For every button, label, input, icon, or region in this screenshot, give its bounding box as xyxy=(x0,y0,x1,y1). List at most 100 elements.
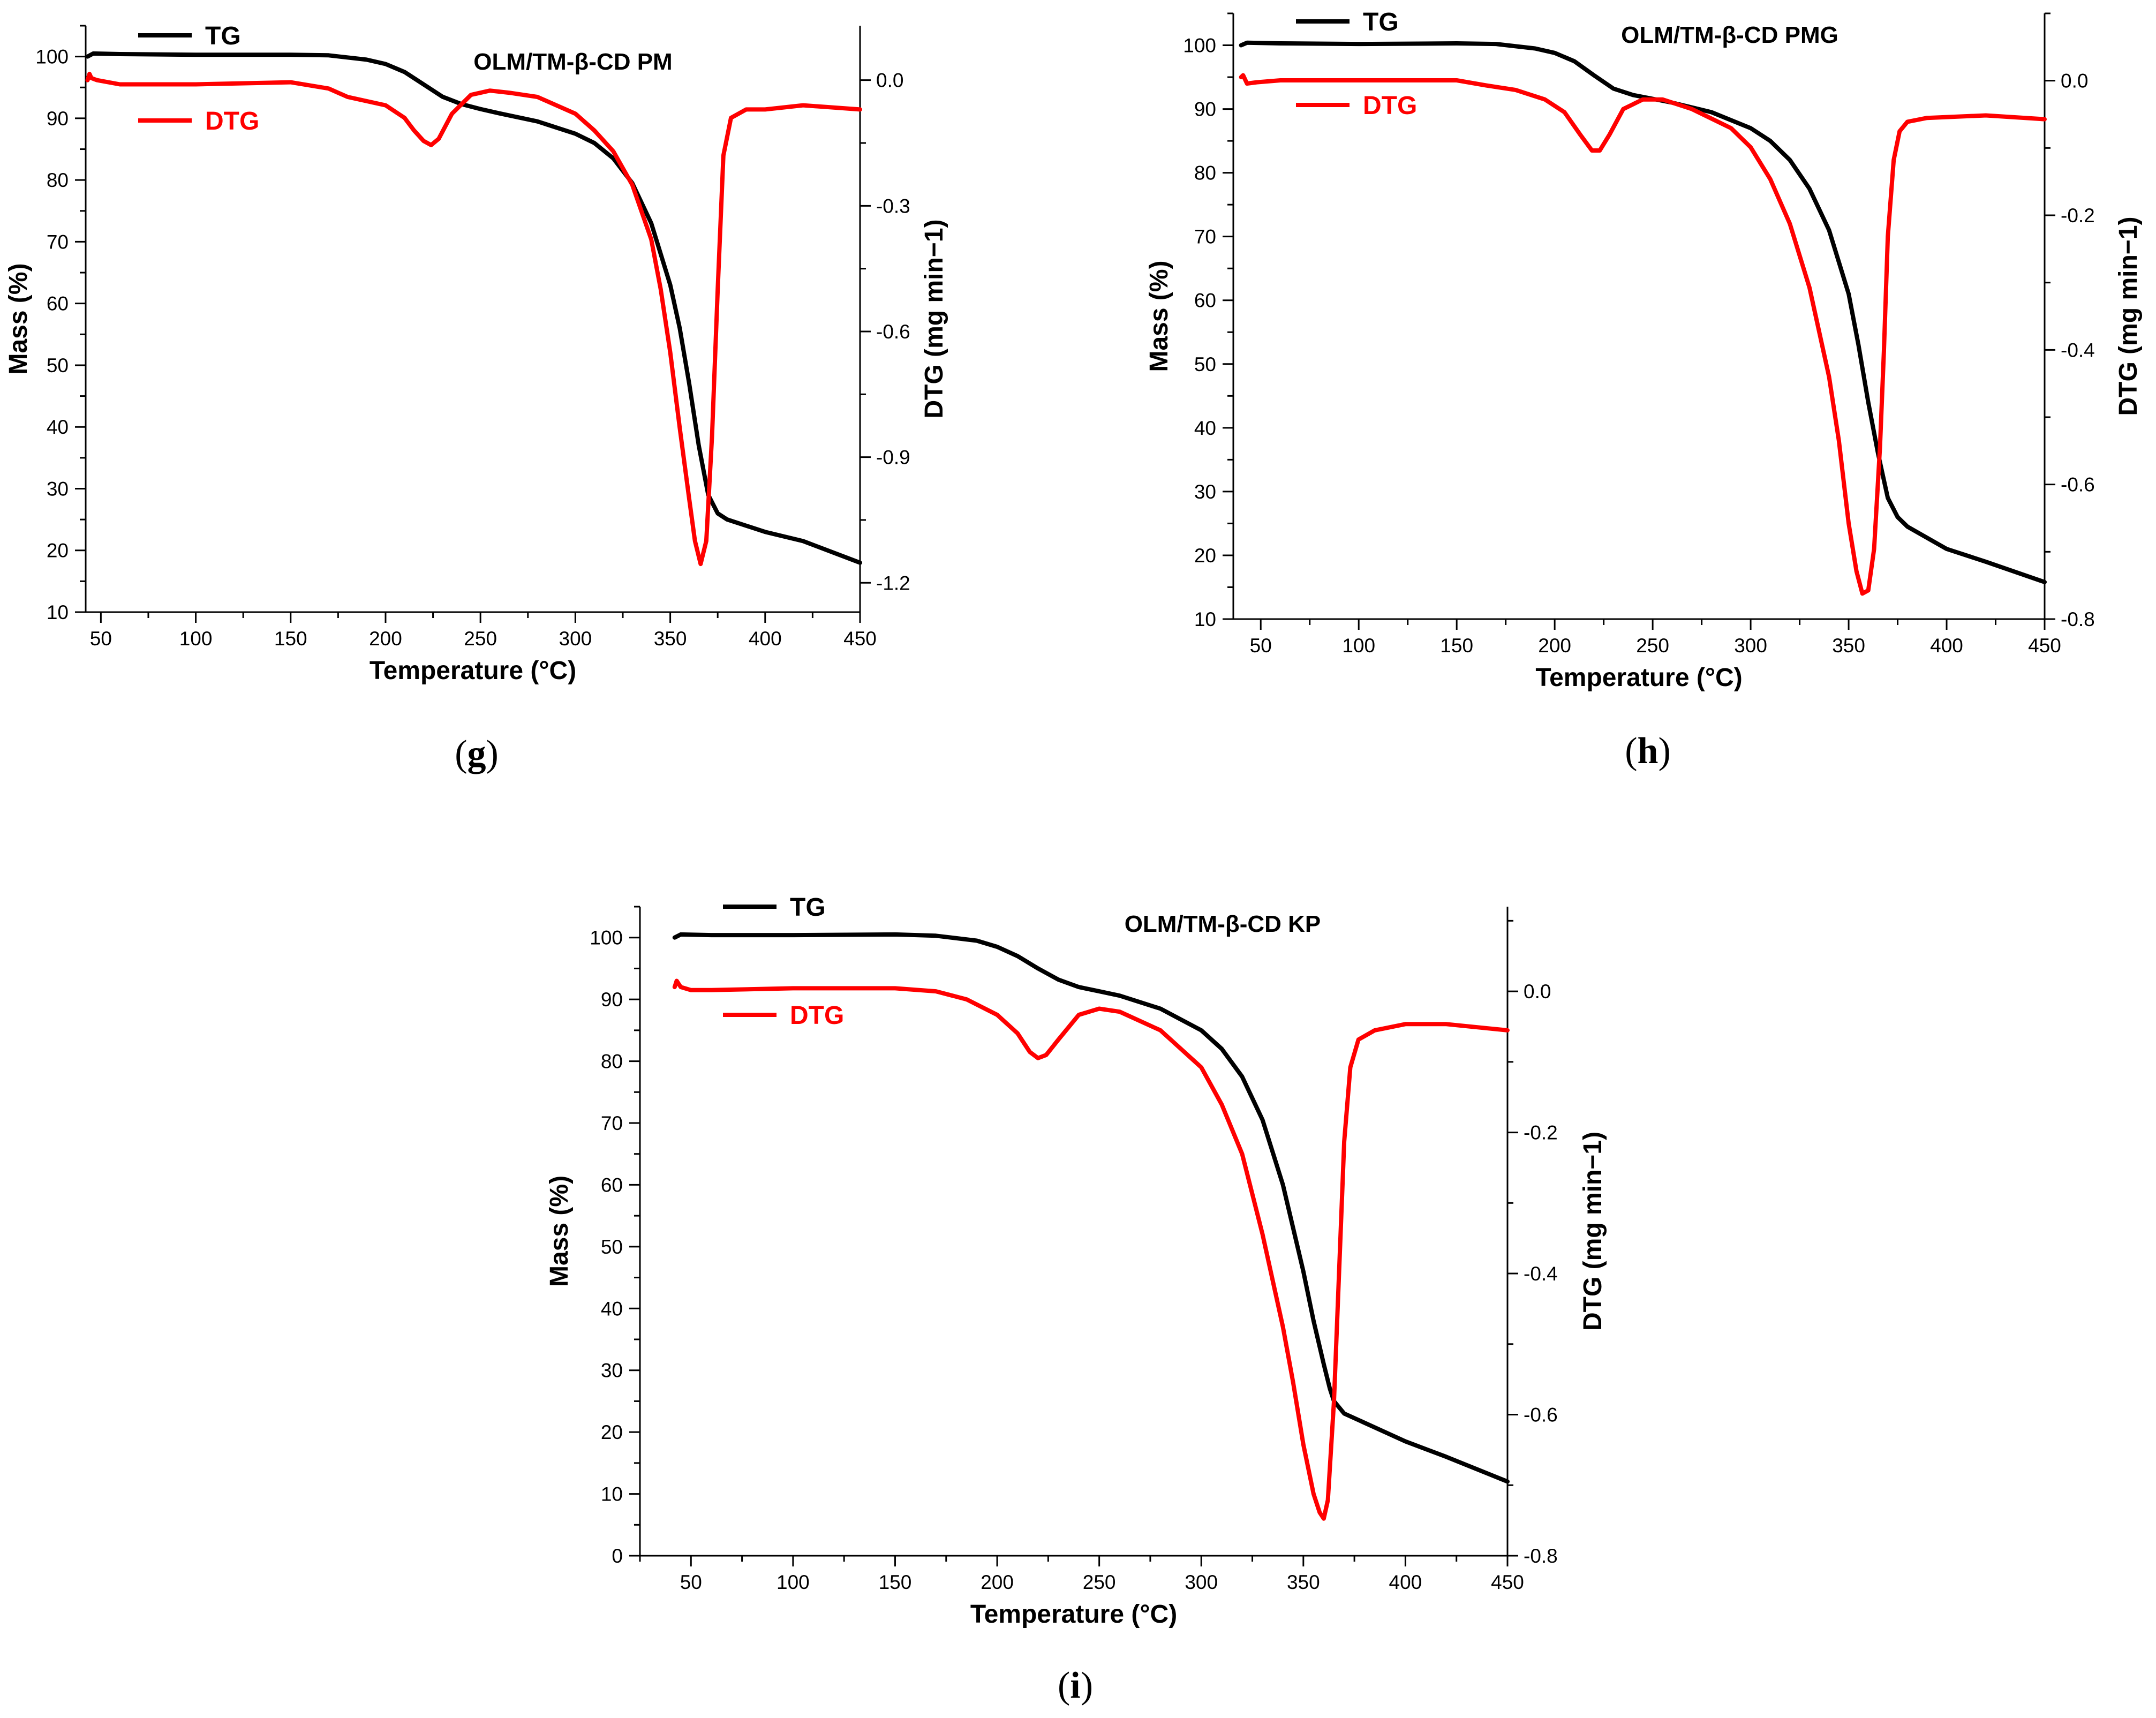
x-axis-title: Temperature (°C) xyxy=(370,657,576,685)
series-line-tg xyxy=(1239,40,2047,584)
panel-letter: (i) xyxy=(1058,1665,1093,1706)
y-left-tick-label: 100 xyxy=(590,927,623,949)
y-right-tick-label: -0.2 xyxy=(1524,1122,1558,1144)
panel-letter: (g) xyxy=(455,733,499,774)
y-left-tick-label: 20 xyxy=(47,540,69,562)
y-left-tick-label: 60 xyxy=(601,1174,623,1196)
y-left-tick-label: 50 xyxy=(1194,353,1216,375)
y-right-tick-label: 0.0 xyxy=(1524,981,1551,1003)
legend-label-dtg: DTG xyxy=(1363,92,1417,120)
y-left-tick-label: 90 xyxy=(1194,99,1216,120)
x-tick-label: 350 xyxy=(1287,1571,1320,1593)
y-left-tick-label: 50 xyxy=(47,355,69,376)
chart-title: OLM/TM-β-CD KP xyxy=(1125,911,1321,937)
y-right-tick-label: -0.4 xyxy=(1524,1263,1558,1285)
legend-label-tg: TG xyxy=(205,22,241,50)
y-left-tick-label: 40 xyxy=(1194,417,1216,439)
x-tick-label: 250 xyxy=(1083,1571,1116,1593)
y-left-tick-label: 70 xyxy=(1194,226,1216,248)
y-left-tick-label: 20 xyxy=(601,1421,623,1443)
y-right-tick-label: -0.9 xyxy=(876,447,910,469)
y-left-tick-label: 40 xyxy=(47,416,69,438)
y-left-tick-label: 50 xyxy=(601,1236,623,1258)
panel-i: 50 100 150 200 250 300 350 400 450 0 10 20 30 40 50 60 7… xyxy=(545,893,1607,1706)
x-axis-title: Temperature (°C) xyxy=(970,1600,1177,1629)
y-left-tick-label: 90 xyxy=(47,108,69,130)
x-tick-label: 50 xyxy=(1250,635,1272,657)
y-left-tick-label: 10 xyxy=(47,601,69,623)
x-tick-label: 400 xyxy=(1389,1571,1422,1593)
chart-title: OLM/TM-β-CD PM xyxy=(473,49,672,75)
x-tick-label: 350 xyxy=(1832,635,1865,657)
x-tick-label: 200 xyxy=(981,1571,1014,1593)
legend-label-tg: TG xyxy=(790,893,826,922)
series-line-dtg xyxy=(672,978,1510,1521)
panel-letter: (h) xyxy=(1625,730,1671,772)
x-tick-label: 350 xyxy=(654,628,687,650)
x-tick-label: 100 xyxy=(1342,635,1375,657)
y-left-tick-label: 70 xyxy=(47,231,69,253)
x-tick-label: 150 xyxy=(274,628,307,650)
x-tick-label: 450 xyxy=(2028,635,2061,657)
panel-g: 50 100 150 200 250 300 350 400 450 10 20 30 40 50 60 70… xyxy=(4,22,948,774)
x-tick-label: 250 xyxy=(464,628,497,650)
y-right-axis-title: DTG (mg min−1) xyxy=(920,219,948,418)
x-tick-label: 50 xyxy=(680,1571,702,1593)
y-right-tick-label: -0.6 xyxy=(2061,474,2095,496)
x-tick-label: 300 xyxy=(1185,1571,1218,1593)
x-tick-label: 50 xyxy=(90,628,112,650)
x-tick-label: 200 xyxy=(369,628,402,650)
y-left-tick-label: 100 xyxy=(35,46,69,68)
legend-label-tg: TG xyxy=(1363,8,1399,36)
y-left-tick-label: 90 xyxy=(601,989,623,1011)
y-right-tick-label: -0.3 xyxy=(876,195,910,217)
x-tick-label: 250 xyxy=(1636,635,1669,657)
x-tick-label: 150 xyxy=(1440,635,1473,657)
y-left-tick-label: 100 xyxy=(1183,35,1216,57)
y-right-tick-label: -0.6 xyxy=(876,321,910,343)
y-left-axis-title: Mass (%) xyxy=(545,1176,574,1287)
chart-title: OLM/TM-β-CD PMG xyxy=(1621,22,1838,48)
x-tick-label: 300 xyxy=(559,628,592,650)
x-tick-label: 400 xyxy=(1930,635,1963,657)
y-right-tick-label: 0.0 xyxy=(2061,70,2088,92)
x-tick-label: 150 xyxy=(879,1571,912,1593)
x-tick-label: 400 xyxy=(749,628,782,650)
series-line-dtg xyxy=(85,71,862,567)
x-tick-label: 100 xyxy=(179,628,213,650)
x-tick-label: 450 xyxy=(1491,1571,1524,1593)
x-axis-title: Temperature (°C) xyxy=(1535,664,1742,692)
y-left-tick-label: 60 xyxy=(47,293,69,315)
series-line-dtg xyxy=(1239,73,2047,596)
y-left-axis-title: Mass (%) xyxy=(1145,260,1173,372)
y-left-axis-title: Mass (%) xyxy=(4,263,33,374)
y-left-tick-label: 30 xyxy=(601,1360,623,1382)
y-right-axis-title: DTG (mg min−1) xyxy=(1579,1132,1607,1331)
y-left-tick-label: 30 xyxy=(47,478,69,500)
panel-h: 50 100 150 200 250 300 350 400 450 10 20 30 40 50 60 70… xyxy=(1145,8,2143,772)
x-tick-label: 450 xyxy=(843,628,877,650)
y-left-tick-label: 80 xyxy=(47,169,69,191)
y-right-tick-label: -0.6 xyxy=(1524,1404,1558,1426)
y-left-tick-label: 80 xyxy=(1194,162,1216,184)
y-right-tick-label: -0.8 xyxy=(1524,1545,1558,1567)
y-left-tick-label: 80 xyxy=(601,1051,623,1073)
y-left-tick-label: 0 xyxy=(612,1545,623,1567)
y-left-tick-label: 70 xyxy=(601,1112,623,1134)
y-left-tick-label: 10 xyxy=(601,1483,623,1505)
y-left-tick-label: 30 xyxy=(1194,481,1216,503)
legend-label-dtg: DTG xyxy=(790,1001,844,1030)
y-right-tick-label: -0.2 xyxy=(2061,205,2095,227)
y-left-tick-label: 10 xyxy=(1194,608,1216,630)
x-tick-label: 100 xyxy=(777,1571,810,1593)
x-tick-label: 200 xyxy=(1538,635,1571,657)
y-left-tick-label: 60 xyxy=(1194,290,1216,312)
y-right-tick-label: -1.2 xyxy=(876,572,910,594)
x-tick-label: 300 xyxy=(1734,635,1767,657)
legend-label-dtg: DTG xyxy=(205,107,259,135)
y-left-tick-label: 20 xyxy=(1194,545,1216,567)
y-right-axis-title: DTG (mg min−1) xyxy=(2114,216,2143,416)
y-right-tick-label: -0.8 xyxy=(2061,608,2095,630)
y-right-tick-label: -0.4 xyxy=(2061,339,2095,361)
